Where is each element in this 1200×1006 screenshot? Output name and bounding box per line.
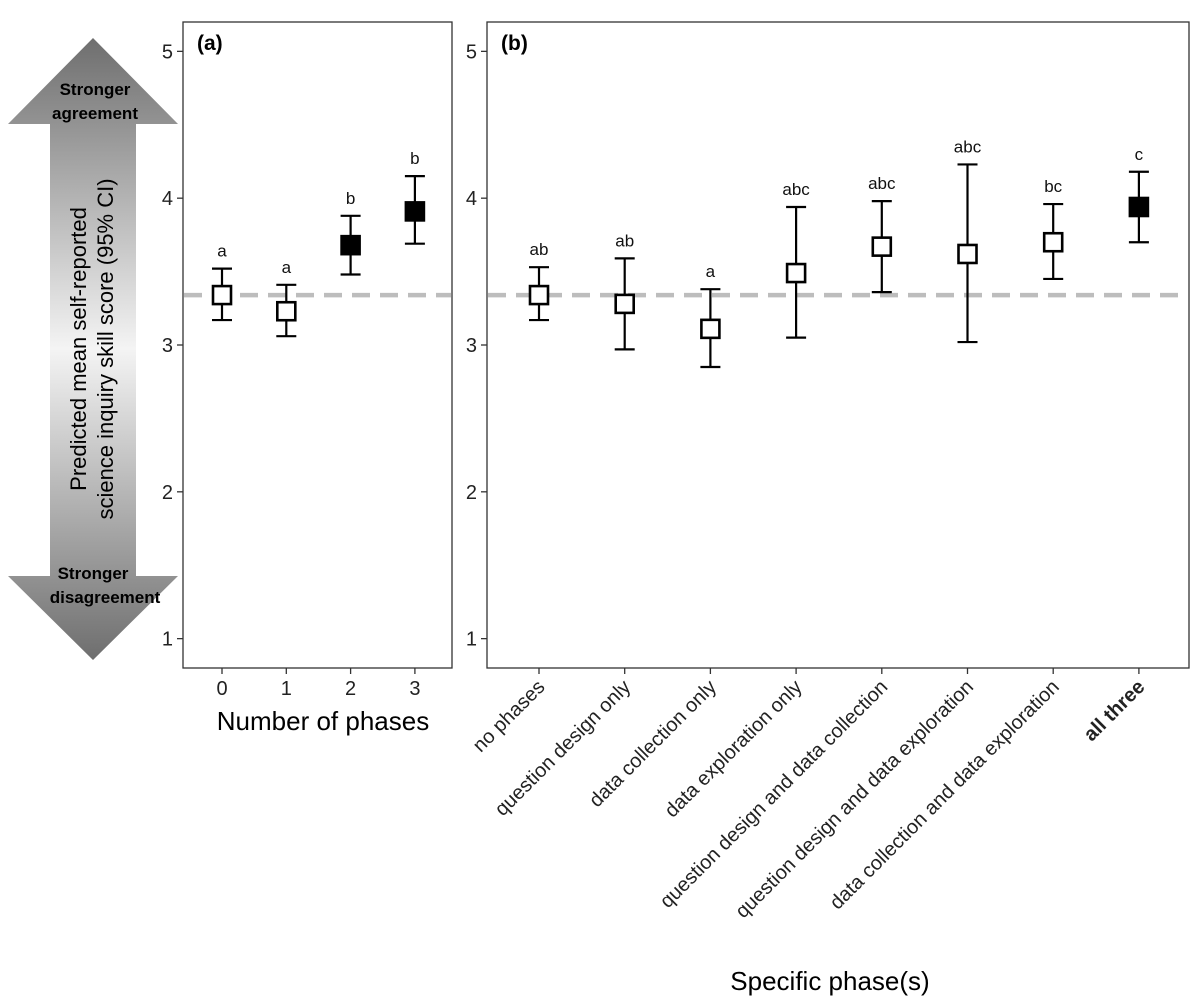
data-point	[211, 284, 233, 306]
y-tick-label: 4	[162, 188, 173, 210]
y-tick-label: 2	[162, 482, 173, 504]
y-tick-label: 5	[466, 41, 477, 63]
y-axis-label-line1: Predicted mean self-reported	[66, 207, 91, 491]
plot-frame	[182, 21, 453, 669]
x-tick-label: 3	[409, 678, 420, 700]
significance-letter: abc	[782, 180, 810, 199]
significance-letter: c	[1135, 145, 1144, 164]
arrow-bottom-text-line2: disagreement	[50, 588, 161, 607]
panel-a: 1 2 3 4 5 (a) 0 1 2 3 Number of phases a a b b	[162, 21, 453, 736]
data-point	[700, 318, 721, 340]
significance-letter: ab	[615, 231, 634, 250]
arrow-top-text-line2: agreement	[52, 104, 138, 123]
data-point	[340, 234, 361, 256]
significance-letter: abc	[954, 137, 982, 156]
x-axis-title: Number of phases	[217, 706, 429, 736]
x-tick-label: 1	[281, 678, 292, 700]
x-tick-label: 0	[216, 678, 227, 700]
significance-letter: abc	[868, 174, 896, 193]
x-axis-title: Specific phase(s)	[730, 966, 929, 996]
panel-tag: (a)	[197, 32, 223, 55]
significance-letter: b	[410, 149, 419, 168]
x-tick-label: 2	[345, 678, 356, 700]
y-axis-label-line2: science inquiry skill score (95% CI)	[93, 178, 118, 519]
data-point	[275, 300, 297, 322]
agreement-arrow-shape	[8, 38, 178, 660]
significance-letter: a	[217, 242, 227, 261]
significance-letter: ab	[530, 240, 549, 259]
y-tick-label: 3	[466, 335, 477, 357]
y-tick-label: 5	[162, 41, 173, 63]
y-tick-label: 1	[162, 629, 173, 651]
data-point	[871, 236, 893, 257]
significance-letter: a	[706, 262, 716, 281]
data-point	[1042, 231, 1064, 253]
x-tick-label: no phases	[469, 676, 550, 757]
y-axis-label: Predicted mean self-reported science inq…	[66, 178, 118, 519]
significance-letter: bc	[1044, 177, 1062, 196]
data-point	[614, 293, 636, 315]
agreement-arrow: Stronger agreement Stronger disagreement	[8, 38, 178, 660]
plot-frame	[486, 21, 1190, 669]
significance-letter: b	[346, 189, 355, 208]
panel-tag: (b)	[501, 32, 528, 55]
data-point	[404, 201, 426, 222]
arrow-bottom-text-line1: Stronger	[58, 564, 129, 583]
significance-letter: a	[282, 258, 292, 277]
y-tick-label: 4	[466, 188, 477, 210]
data-point	[1128, 196, 1150, 218]
arrow-top-text-line1: Stronger	[60, 80, 131, 99]
data-point	[528, 284, 550, 306]
data-point	[957, 243, 978, 265]
x-tick-label: all three	[1080, 676, 1150, 746]
y-tick-label: 3	[162, 335, 173, 357]
y-tick-label: 2	[466, 482, 477, 504]
y-tick-label: 1	[466, 629, 477, 651]
data-point	[785, 262, 807, 284]
